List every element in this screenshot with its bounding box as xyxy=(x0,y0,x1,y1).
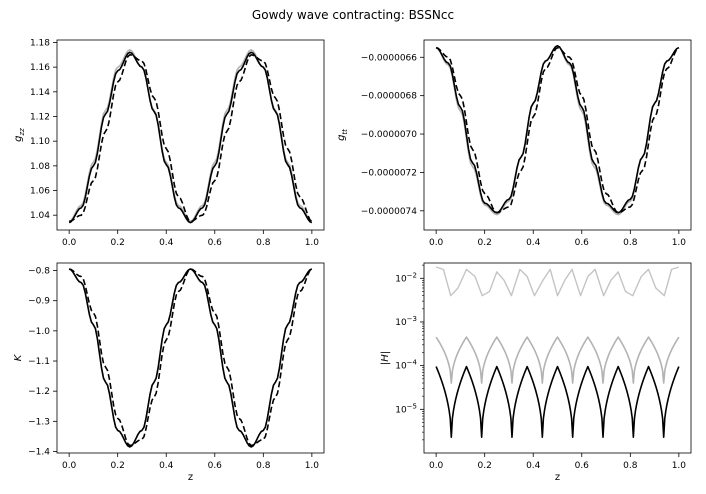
y-tick-label: −0.0000066 xyxy=(361,53,417,63)
series-group xyxy=(435,44,680,216)
panel-gzz: 0.0 0.2 0.4 0.6 0.8 1.0 1.04 1.06 1.08 1.10 1.12 1.… xyxy=(13,38,325,248)
y-axis-label-subscript: zz xyxy=(18,128,26,137)
x-tick-label: 0.4 xyxy=(159,461,174,471)
y-tick-label: 1.18 xyxy=(30,38,50,48)
y-axis-label: K xyxy=(13,353,24,361)
y-tick-label: 10−2 xyxy=(395,271,417,284)
series-line-black-dashed xyxy=(68,268,313,447)
panel-H: 0.0 0.2 0.4 0.6 0.8 1.0 10−5 10−4 10−3 10−2 |H| z xyxy=(380,262,692,483)
y-tick-exponent: −3 xyxy=(407,315,417,323)
y-tick-label: 10−4 xyxy=(395,359,417,372)
x-tick-label: 0.2 xyxy=(478,238,492,248)
y-tick-exponent: −5 xyxy=(407,402,417,410)
series-line-gray-solid xyxy=(435,336,680,384)
series-line-gray-solid xyxy=(435,44,680,216)
y-axis-label: gzz xyxy=(13,128,26,142)
y-tick-label: −0.0000074 xyxy=(361,207,417,217)
series-line-black-solid xyxy=(68,268,313,448)
x-tick-label: 1.0 xyxy=(672,461,687,471)
panel-gtt: 0.0 0.2 0.4 0.6 0.8 1.0 −0.0000066 −0.0000068 −0… xyxy=(336,39,692,248)
y-tick-label: −0.8 xyxy=(28,267,50,277)
y-tick-label: −1.1 xyxy=(28,357,50,367)
x-tick-label: 0.8 xyxy=(256,461,271,471)
panel-K: 0.0 0.2 0.4 0.6 0.8 1.0 −0.8 −0.9 −1.0 −1.1 −1.2 −1… xyxy=(13,262,325,483)
x-tick-label: 0.8 xyxy=(623,461,638,471)
y-tick-label: 10−3 xyxy=(395,315,417,328)
figure-title: Gowdy wave contracting: BSSNcc xyxy=(252,8,454,22)
y-tick-label: 1.14 xyxy=(30,88,50,98)
x-axis-label: z xyxy=(188,472,193,483)
series-line-black-solid xyxy=(68,51,313,224)
y-axis-label: gtt xyxy=(336,129,349,141)
x-tick-label: 0.6 xyxy=(208,461,223,471)
x-tick-label: 1.0 xyxy=(305,238,320,248)
x-tick-label: 1.0 xyxy=(305,461,320,471)
y-tick-label: −0.0000068 xyxy=(361,92,417,102)
y-tick-label: 10−5 xyxy=(395,402,417,415)
axes-frame xyxy=(56,262,325,454)
y-tick-label: 1.04 xyxy=(30,211,50,221)
series-line-black-solid xyxy=(435,365,680,438)
x-tick-label: 0.2 xyxy=(111,461,125,471)
y-axis-label-subscript: tt xyxy=(341,129,349,135)
series-group xyxy=(68,49,313,224)
x-tick-label: 0.6 xyxy=(575,461,590,471)
series-line-gray-solid xyxy=(68,49,313,223)
y-tick-label: 1.12 xyxy=(30,112,50,122)
y-tick-label: 1.16 xyxy=(30,63,50,73)
y-tick-label: 1.08 xyxy=(30,162,50,172)
x-tick-label: 0.0 xyxy=(429,238,444,248)
y-tick-label: 1.06 xyxy=(30,187,50,197)
series-line-black-dashed xyxy=(68,54,313,223)
x-tick-label: 0.4 xyxy=(526,238,541,248)
x-tick-label: 0.2 xyxy=(478,461,492,471)
y-tick-label: −1.3 xyxy=(28,417,50,427)
series-group xyxy=(435,266,680,438)
x-tick-label: 0.4 xyxy=(526,461,541,471)
x-tick-label: 0.6 xyxy=(575,238,590,248)
x-tick-label: 0.6 xyxy=(208,238,223,248)
x-tick-label: 0.4 xyxy=(159,238,174,248)
series-line-black-solid xyxy=(435,44,680,214)
axes-frame xyxy=(56,39,325,231)
x-tick-label: 0.2 xyxy=(111,238,125,248)
series-line-lightgray-solid xyxy=(435,266,680,297)
x-tick-label: 0.0 xyxy=(429,461,444,471)
x-tick-label: 0.8 xyxy=(623,238,638,248)
y-tick-exponent: −4 xyxy=(407,359,418,367)
axes-frame xyxy=(423,39,692,231)
y-tick-label: 1.10 xyxy=(30,137,50,147)
y-tick-exponent: −2 xyxy=(407,271,417,279)
x-axis-label: z xyxy=(555,472,560,483)
y-axis-label: |H| xyxy=(380,351,391,365)
x-tick-label: 0.0 xyxy=(62,238,77,248)
y-tick-label: −1.4 xyxy=(28,447,50,457)
x-tick-label: 1.0 xyxy=(672,238,687,248)
y-tick-label: −1.2 xyxy=(28,387,50,397)
x-tick-label: 0.0 xyxy=(62,461,77,471)
series-line-gray-solid xyxy=(68,268,313,448)
axes-frame xyxy=(423,262,692,454)
y-tick-label: −0.0000072 xyxy=(361,168,417,178)
x-tick-label: 0.8 xyxy=(256,238,271,248)
y-tick-label: −1.0 xyxy=(28,327,50,337)
series-group xyxy=(68,268,313,448)
y-tick-label: −0.0000070 xyxy=(361,130,417,140)
y-tick-label: −0.9 xyxy=(28,297,50,307)
series-line-black-dashed xyxy=(435,46,680,214)
